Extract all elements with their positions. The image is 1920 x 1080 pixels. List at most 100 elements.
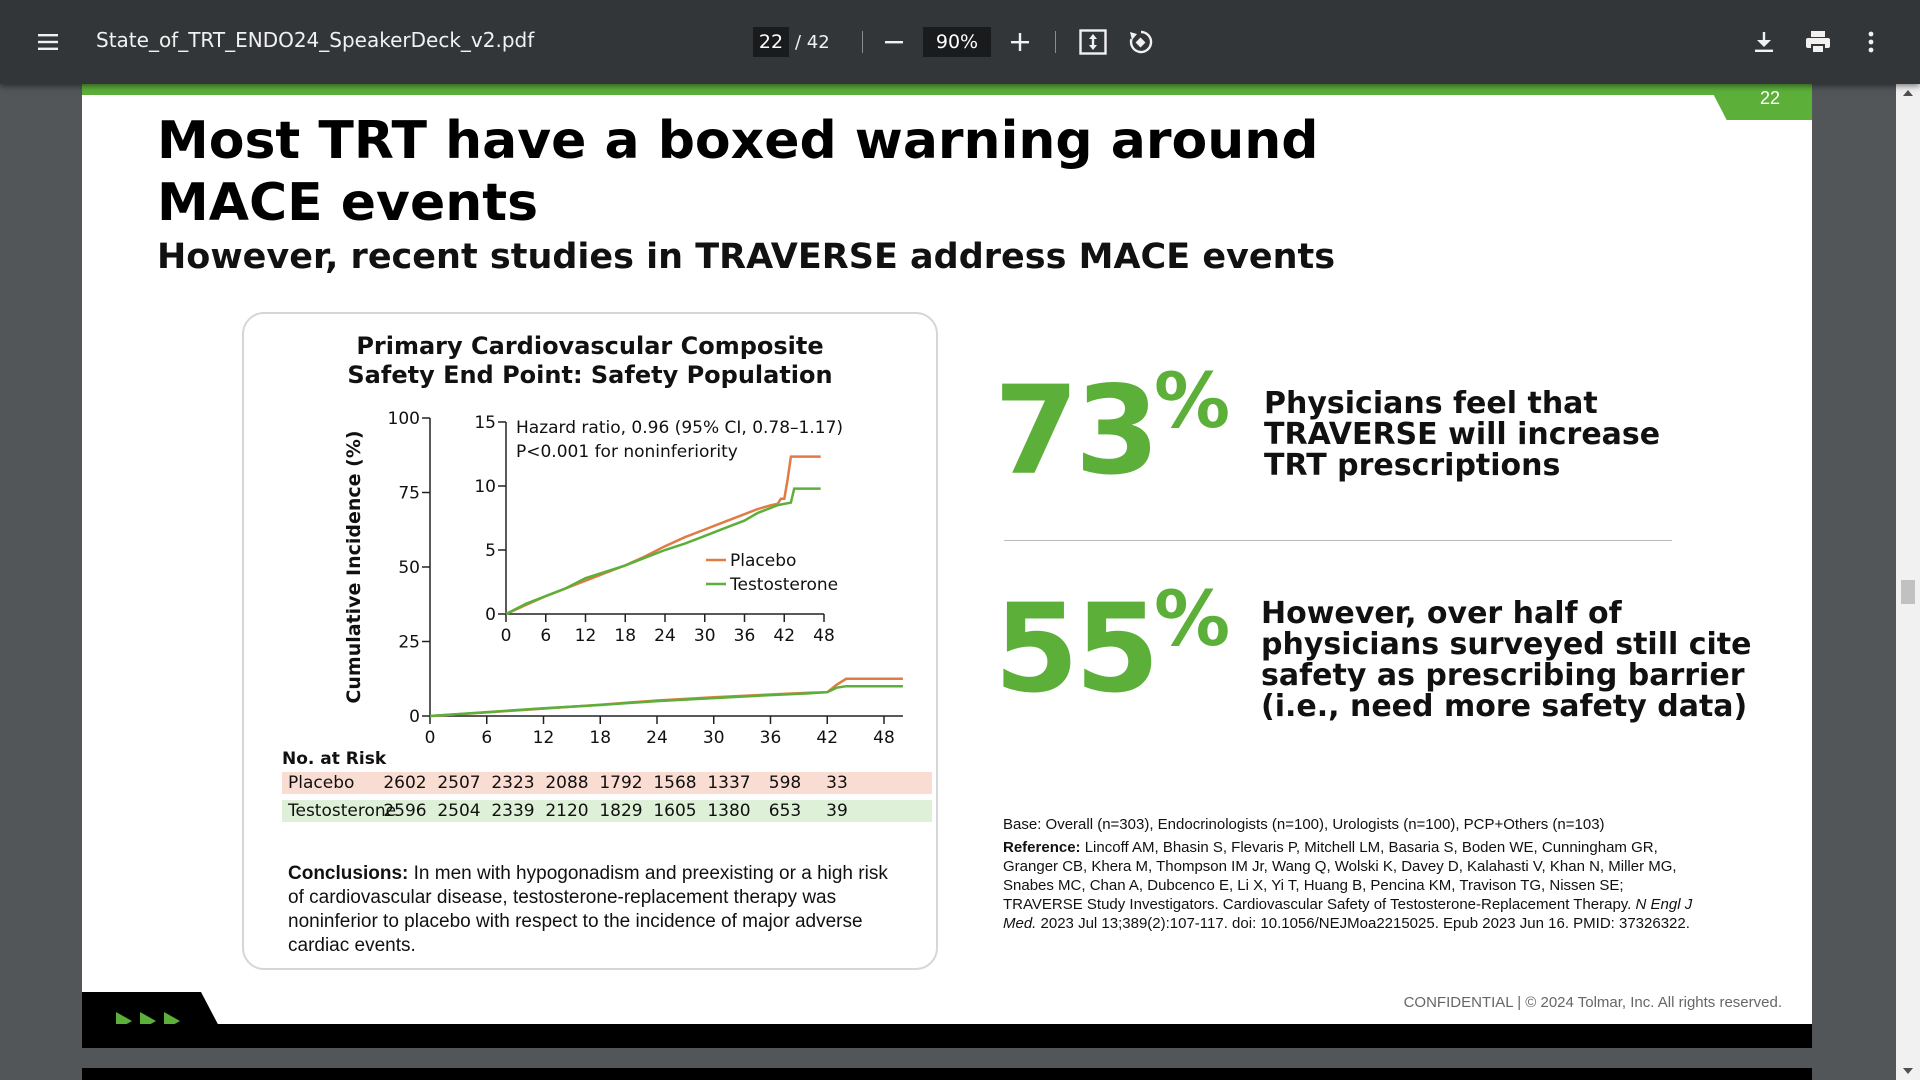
reference-journal: N Engl J Med.: [1003, 896, 1693, 932]
zoom-out-icon[interactable]: [874, 22, 914, 62]
legend-label-placebo: Placebo: [730, 551, 796, 571]
figure-title-line: Safety End Point: Safety Population: [347, 361, 833, 389]
risk-value: 1337: [707, 773, 751, 793]
scroll-thumb[interactable]: [1901, 580, 1915, 604]
next-pdf-page: [82, 1068, 1812, 1080]
main-x-tick-label: 30: [703, 728, 725, 744]
print-icon[interactable]: [1798, 22, 1838, 62]
risk-value: 1792: [599, 773, 643, 793]
more-options-icon[interactable]: [1851, 22, 1891, 62]
conclusions-label: Conclusions:: [288, 863, 409, 884]
menu-icon[interactable]: [28, 22, 68, 62]
stat-percent-sign: %: [1154, 356, 1231, 445]
headline-line: Most TRT have a boxed warning around: [157, 111, 1319, 171]
headline-line: MACE events: [157, 173, 539, 233]
vertical-scrollbar[interactable]: [1896, 84, 1920, 1080]
number-at-risk-table: No. at Risk Placebo 2602 2507 2323 2088 1792 1…: [282, 746, 932, 828]
slide-headline: Most TRT have a boxed warning around MAC…: [157, 110, 1457, 234]
main-x-tick-label: 24: [646, 728, 668, 744]
hazard-ratio-text: Hazard ratio, 0.96 (95% CI, 0.78–1.17): [516, 418, 843, 438]
inset-x-tick-label: 24: [654, 626, 676, 646]
inset-x-tick-label: 18: [614, 626, 636, 646]
main-x-tick-label: 42: [816, 728, 838, 744]
main-x-tick-label: 36: [760, 728, 782, 744]
inset-y-tick-label: 15: [474, 413, 496, 433]
main-y-tick-label: 0: [409, 707, 420, 727]
risk-value: 2504: [437, 801, 481, 821]
main-y-tick-label: 25: [398, 633, 420, 653]
risk-value: 1380: [707, 801, 751, 821]
stat-percent-sign: %: [1154, 574, 1231, 663]
stat-text-line: physicians surveyed still cite: [1261, 627, 1752, 662]
slide-number: 22: [1759, 88, 1780, 108]
risk-row-label: Placebo: [288, 773, 355, 793]
conclusions-text: Conclusions: In men with hypogonadism an…: [288, 862, 898, 958]
base-note: Base: Overall (n=303), Endocrinologists …: [1003, 816, 1605, 833]
risk-row-label: Testosterone: [288, 801, 397, 821]
main-x-tick-label: 12: [533, 728, 555, 744]
main-series-testosterone: [429, 684, 903, 718]
inset-series-placebo: [505, 455, 821, 616]
stat-55-description: However, over half of physicians surveye…: [1261, 598, 1751, 722]
inset-x-tick-label: 48: [813, 626, 835, 646]
risk-value: 1829: [599, 801, 643, 821]
inset-x-tick-label: 36: [734, 626, 756, 646]
stat-text-line: safety as prescribing barrier: [1261, 658, 1745, 693]
risk-value: 653: [768, 801, 802, 821]
confidential-notice: CONFIDENTIAL | © 2024 Tolmar, Inc. All r…: [1403, 994, 1782, 1011]
risk-row-placebo: Placebo 2602 2507 2323 2088 1792 1568 1337 598 33: [282, 772, 932, 794]
main-y-tick-label: 100: [388, 409, 420, 429]
main-y-tick-label: 50: [398, 558, 420, 578]
inset-y-tick-label: 10: [474, 477, 496, 497]
reference-tail: 2023 Jul 13;389(2):107-117. doi: 10.1056…: [1036, 915, 1690, 932]
inset-x-tick-label: 42: [773, 626, 795, 646]
stat-value: 73: [994, 360, 1160, 502]
rotate-icon[interactable]: [1121, 22, 1161, 62]
scroll-up-arrow-icon[interactable]: [1903, 90, 1913, 96]
scroll-down-arrow-icon[interactable]: [1903, 1068, 1913, 1074]
figure-title: Primary Cardiovascular Composite Safety …: [244, 332, 936, 390]
fit-to-page-icon[interactable]: [1073, 22, 1113, 62]
stat-value: 55: [994, 578, 1160, 720]
risk-value: 2323: [491, 773, 535, 793]
inset-x-tick-label: 6: [540, 626, 551, 646]
risk-value: 2120: [545, 801, 589, 821]
risk-value: 2596: [383, 801, 427, 821]
stat-text-line: (i.e., need more safety data): [1261, 689, 1748, 724]
stat-divider: [1004, 540, 1672, 541]
risk-value: 2088: [545, 773, 589, 793]
main-y-axis-label: Cumulative Incidence (%): [343, 430, 365, 703]
stat-text-line: TRAVERSE will increase: [1264, 417, 1661, 452]
inset-x-tick-label: 0: [501, 626, 512, 646]
inset-x-tick-label: 12: [575, 626, 597, 646]
legend-label-testosterone: Testosterone: [729, 575, 838, 595]
risk-value: 1605: [653, 801, 697, 821]
pdf-page: 22 Most TRT have a boxed warning around …: [82, 84, 1812, 1048]
risk-value: 2602: [383, 773, 427, 793]
zoom-level-input[interactable]: 90%: [923, 27, 991, 57]
toolbar-divider: [862, 31, 863, 53]
main-y-tick-label: 75: [398, 484, 420, 504]
risk-value: 1568: [653, 773, 697, 793]
inset-series-testosterone: [505, 487, 821, 616]
main-x-tick-label: 0: [425, 728, 436, 744]
slide-top-bar: [82, 84, 1812, 95]
page-number-input[interactable]: 22: [753, 27, 789, 57]
stat-55-percent: 55 %: [994, 574, 1230, 720]
risk-value: 33: [826, 773, 848, 793]
kaplan-meier-figure: Primary Cardiovascular Composite Safety …: [242, 312, 938, 970]
main-x-axis-label: Months since Randomization: [518, 742, 826, 744]
risk-table-title: No. at Risk: [282, 749, 387, 769]
stat-text-line: Physicians feel that: [1264, 386, 1598, 421]
stat-text-line: However, over half of: [1261, 596, 1622, 631]
download-icon[interactable]: [1744, 22, 1784, 62]
zoom-in-icon[interactable]: [1000, 22, 1040, 62]
main-x-tick-label: 18: [589, 728, 611, 744]
risk-value: 39: [826, 801, 848, 821]
conclusions-body: In men with hypogonadism and preexisting…: [288, 863, 888, 956]
risk-row-testosterone: Testosterone 2596 2504 2339 2120 1829 1605 1380…: [282, 800, 932, 822]
figure-title-line: Primary Cardiovascular Composite: [356, 332, 824, 360]
document-title: State_of_TRT_ENDO24_SpeakerDeck_v2.pdf: [96, 28, 535, 52]
slide-number-tab: [1708, 84, 1812, 120]
inset-y-tick-label: 5: [485, 541, 496, 561]
